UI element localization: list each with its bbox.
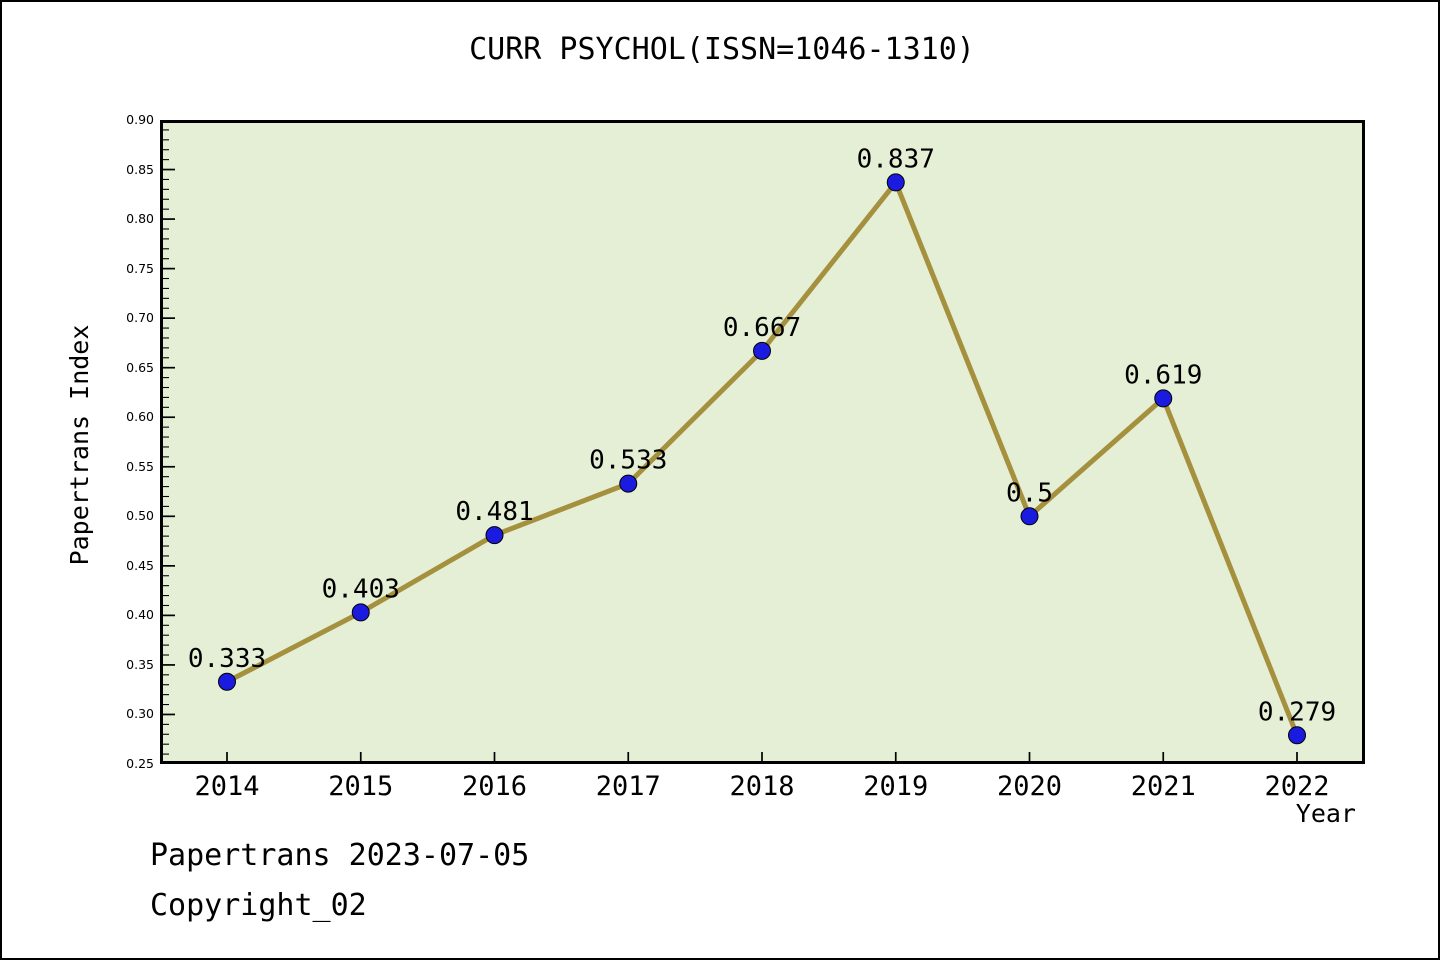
line-series bbox=[225, 177, 1300, 737]
data-point-marker bbox=[886, 173, 905, 192]
data-point-label: 0.619 bbox=[1124, 360, 1202, 390]
data-point-marker bbox=[1288, 726, 1306, 745]
y-tick-label: 0.80 bbox=[126, 211, 154, 227]
y-tick-label: 0.55 bbox=[126, 458, 154, 474]
y-tick-label: 0.50 bbox=[126, 508, 154, 524]
data-point-label: 0.481 bbox=[455, 497, 533, 527]
x-tick-label: 2015 bbox=[328, 771, 394, 802]
footer-date: Papertrans 2023-07-05 bbox=[150, 838, 530, 873]
data-point-label: 0.667 bbox=[723, 313, 801, 343]
x-tick-label: 2014 bbox=[194, 771, 260, 802]
data-point-label: 0.5 bbox=[1006, 478, 1053, 508]
y-tick-label: 0.40 bbox=[126, 607, 154, 623]
x-tick-label: 2021 bbox=[1130, 771, 1196, 802]
y-tick-label: 0.45 bbox=[126, 557, 154, 573]
x-tick-label: 2019 bbox=[863, 771, 929, 802]
y-tick-label: 0.25 bbox=[126, 756, 154, 771]
x-tick-label: 2018 bbox=[729, 771, 795, 802]
x-tick-label: 2022 bbox=[1264, 771, 1330, 802]
y-axis-label: Papertrans Index bbox=[65, 324, 94, 566]
y-tick-label: 0.65 bbox=[126, 359, 154, 375]
plot-svg: 0.333 0.403 0.481 0.533 0.667 0.837 0.5 0.619 0.… bbox=[163, 120, 1336, 764]
y-tick-label: 0.35 bbox=[126, 656, 154, 672]
data-point-label: 0.333 bbox=[188, 644, 266, 674]
y-tick-label: 0.75 bbox=[126, 260, 154, 276]
plot-area bbox=[160, 120, 1365, 764]
y-tick-label: 0.30 bbox=[126, 706, 154, 722]
data-point-marker bbox=[1154, 389, 1173, 408]
data-point-marker bbox=[753, 341, 771, 360]
y-tick-label: 0.60 bbox=[126, 409, 154, 425]
footer-copyright: Copyright_02 bbox=[150, 888, 367, 923]
data-point-marker bbox=[1020, 507, 1039, 526]
x-tick-label: 2020 bbox=[996, 771, 1063, 802]
y-tick-label: 0.90 bbox=[126, 112, 154, 127]
y-tick-label: 0.85 bbox=[126, 161, 154, 177]
data-point-label: 0.837 bbox=[857, 144, 935, 174]
data-point-marker bbox=[619, 474, 638, 493]
chart-title: CURR PSYCHOL(ISSN=1046-1310) bbox=[469, 32, 975, 67]
data-point-marker bbox=[485, 526, 504, 545]
data-point-label: 0.403 bbox=[322, 574, 400, 604]
x-tick-label: 2016 bbox=[461, 771, 528, 802]
data-point-marker bbox=[351, 603, 370, 622]
y-tick-label: 0.70 bbox=[126, 310, 154, 326]
data-point-label: 0.533 bbox=[589, 446, 667, 476]
x-axis-label: Year bbox=[1295, 799, 1356, 828]
data-point-marker bbox=[218, 672, 236, 691]
data-point-label: 0.279 bbox=[1258, 697, 1336, 727]
x-tick-label: 2017 bbox=[595, 771, 661, 802]
